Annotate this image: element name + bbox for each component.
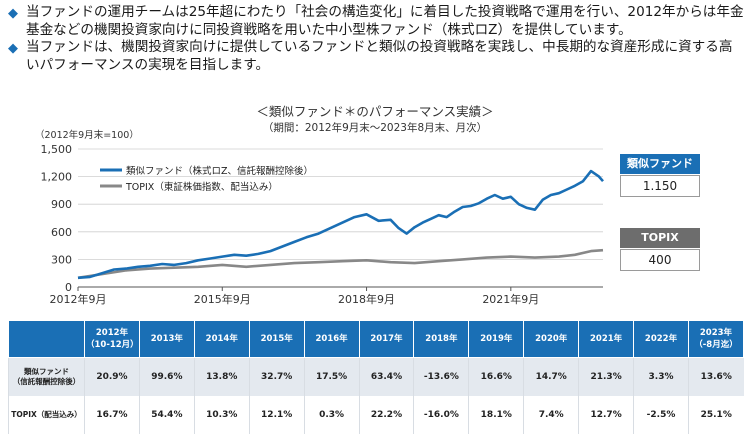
bullet-text: 当ファンドは、機関投資家向けに提供しているファンドと類似の投資戦略を実践し、中長… [26,39,733,73]
table-cell: 54.4% [138,396,195,434]
bullet-item: ◆ 当ファンドの運用チームは25年超にわたり「社会の構造変化」に着目した投資戦略… [6,4,746,39]
table-header-cell: 2018年 [413,320,470,358]
table-cell: 13.8% [193,357,250,396]
table-row-header: 類似ファンド （信託報酬控除後） [8,357,85,396]
table-header-cell: 2023年 （-8月迄） [687,320,745,358]
table-cell: 0.3% [303,396,360,434]
table-header-cell: 2012年 （10-12月） [84,320,140,358]
table-cell: 13.6% [687,357,744,396]
diamond-bullet-icon: ◆ [8,41,18,56]
topix-badge-label: TOPIX [620,228,700,248]
table-row: 類似ファンド （信託報酬控除後） 20.9% 99.6% 13.8% 32.7% 17.5%… [8,357,744,396]
table-cell: -16.0% [413,396,469,434]
topix-series-line [77,248,604,280]
x-axis: 2012年9月 2015年9月 2018年9月 2021年9月 [50,286,603,306]
chart-grid [78,148,603,260]
table-row-header: TOPIX（配当込み） [8,396,85,434]
table-cell: 20.9% [84,357,140,396]
chart-lines [77,169,604,280]
table-header-cell: 2014年 [193,320,250,358]
table-cell: -13.6% [413,357,469,396]
chart-title: ＜類似ファンド＊のパフォーマンス実績＞ [256,104,494,119]
y-tick-label: 900 [51,198,72,211]
x-tick-label: 2012年9月 [50,292,107,306]
table-cell: 63.4% [358,357,414,396]
x-tick-label: 2021年9月 [482,292,539,306]
table-cell: 32.7% [248,357,305,396]
table-cell: 21.3% [578,357,634,396]
table-cell: -2.5% [633,396,689,434]
table-header-cell: 2019年 [468,320,525,358]
fund-badge-value: 1.150 [620,175,700,197]
table-cell: 18.1% [468,396,524,434]
table-header-row: 2012年 （10-12月） 2013年 2014年 2015年 2016年 2017年 20… [8,320,745,358]
table-header-cell: 2016年 [303,320,360,358]
legend-label-topix: TOPIX（東証株価指数、配当込み） [125,181,278,193]
table-cell: 22.2% [358,396,414,434]
fund-series-line [77,169,604,280]
table-cell: 14.7% [523,357,579,396]
bullet-text: 当ファンドの運用チームは25年超にわたり「社会の構造変化」に着目した投資戦略で運… [26,4,744,38]
table-cell: 7.4% [523,396,579,434]
y-tick-label: 0 [65,281,72,294]
chart-subtitle: （期間：2012年9月末～2023年8月末、月次） [262,122,488,134]
bullet-item: ◆ 当ファンドは、機関投資家向けに提供しているファンドと類似の投資戦略を実践し、… [6,39,746,74]
table-cell: 25.1% [687,396,744,434]
table-corner [8,320,85,358]
table-header-cell: 2015年 [248,320,305,358]
table-row: TOPIX（配当込み） 16.7% 54.4% 10.3% 12.1% 0.3% 22.2%… [8,396,744,434]
x-tick-label: 2018年9月 [338,292,395,306]
unit-note: （2012年9月末=100） [35,130,139,141]
performance-chart: 0 300 600 900 1,200 1,500 2012年9月 2015年9月 2018年… [41,143,604,306]
legend-label-fund: 類似ファンド（株式ロZ、信託報酬控除後） [126,165,313,177]
table-header-cell: 2020年 [523,320,580,358]
table-cell: 16.6% [468,357,524,396]
x-tick-label: 2015年9月 [194,292,251,306]
intro-bullets: ◆ 当ファンドの運用チームは25年超にわたり「社会の構造変化」に着目した投資戦略… [6,4,746,74]
chart-legend: 類似ファンド（株式ロZ、信託報酬控除後） TOPIX（東証株価指数、配当込み） [100,165,313,193]
table-cell: 10.3% [193,396,250,434]
y-tick-label: 1,500 [41,143,73,156]
y-tick-label: 600 [51,226,72,239]
annual-returns-table: 2012年 （10-12月） 2013年 2014年 2015年 2016年 2017年 20… [8,320,745,434]
diamond-bullet-icon: ◆ [8,6,18,21]
table-cell: 12.1% [248,396,305,434]
table-cell: 12.7% [578,396,634,434]
table-header-cell: 2022年 [633,320,689,358]
table-header-cell: 2021年 [578,320,635,358]
y-tick-label: 1,200 [41,171,73,184]
y-axis: 0 300 600 900 1,200 1,500 [41,143,73,294]
table-header-cell: 2013年 [138,320,195,358]
table-cell: 99.6% [138,357,195,396]
table-cell: 3.3% [633,357,689,396]
y-tick-label: 300 [51,253,72,266]
table-cell: 16.7% [84,396,140,434]
table-cell: 17.5% [303,357,360,396]
fund-badge-label: 類似ファンド [620,154,700,174]
table-header-cell: 2017年 [358,320,415,358]
topix-badge-value: 400 [620,249,700,271]
